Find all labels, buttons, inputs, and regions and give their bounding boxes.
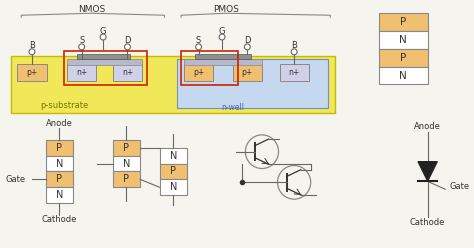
Bar [18,64,46,82]
Bar [46,171,73,187]
Text: P: P [56,174,62,184]
Text: NMOS: NMOS [78,5,105,14]
Bar [233,64,262,82]
Bar [379,49,428,67]
Circle shape [291,49,297,55]
Text: p+: p+ [193,68,204,77]
Text: N: N [55,190,63,200]
Text: P: P [170,166,176,177]
Bar [160,148,187,163]
Bar [113,140,140,156]
Circle shape [245,44,250,50]
Bar [113,64,142,82]
Bar [46,140,73,156]
Text: S: S [79,36,84,45]
Text: Cathode: Cathode [42,216,77,224]
Bar [181,51,237,86]
Bar [64,51,147,86]
Circle shape [100,34,106,40]
Bar [113,156,140,171]
Bar [160,179,187,195]
Text: P: P [124,143,129,153]
Text: Cathode: Cathode [410,218,446,227]
Bar [46,156,73,171]
Text: p+: p+ [27,68,37,77]
Text: N: N [170,182,177,192]
Text: n+: n+ [122,68,133,77]
Bar [184,64,213,82]
Text: PMOS: PMOS [213,5,239,14]
Text: Gate: Gate [449,182,469,191]
Bar [11,56,335,113]
Polygon shape [418,162,438,181]
Text: P: P [400,17,406,27]
Text: Gate: Gate [6,175,26,184]
Text: p+: p+ [242,68,253,77]
Circle shape [125,44,130,50]
Text: P: P [56,143,62,153]
Text: p-substrate: p-substrate [40,101,88,110]
Text: N: N [170,151,177,161]
Bar [77,54,130,59]
Text: S: S [196,36,201,45]
Bar [113,171,140,187]
Text: G: G [100,27,106,35]
Text: Anode: Anode [46,119,73,127]
Text: Anode: Anode [414,123,441,131]
Text: D: D [244,36,251,45]
Circle shape [29,49,35,55]
Text: B: B [29,41,35,50]
Circle shape [79,44,84,50]
Bar [46,187,73,203]
Bar [160,163,187,179]
Bar [184,59,262,65]
Text: n+: n+ [289,68,300,77]
Text: N: N [55,158,63,169]
Text: N: N [123,158,130,169]
Text: G: G [219,27,225,35]
Bar [177,59,328,108]
Circle shape [196,44,201,50]
Text: n-well: n-well [221,103,244,112]
Text: N: N [400,70,407,81]
Text: D: D [124,36,131,45]
Bar [280,64,309,82]
Bar [379,31,428,49]
Bar [67,64,96,82]
Bar [379,67,428,85]
Bar [67,59,142,65]
Bar [195,54,251,59]
Text: B: B [291,41,297,50]
Bar [379,13,428,31]
Circle shape [219,34,225,40]
Text: n+: n+ [76,68,87,77]
Text: P: P [400,53,406,63]
Text: P: P [124,174,129,184]
Text: N: N [400,35,407,45]
